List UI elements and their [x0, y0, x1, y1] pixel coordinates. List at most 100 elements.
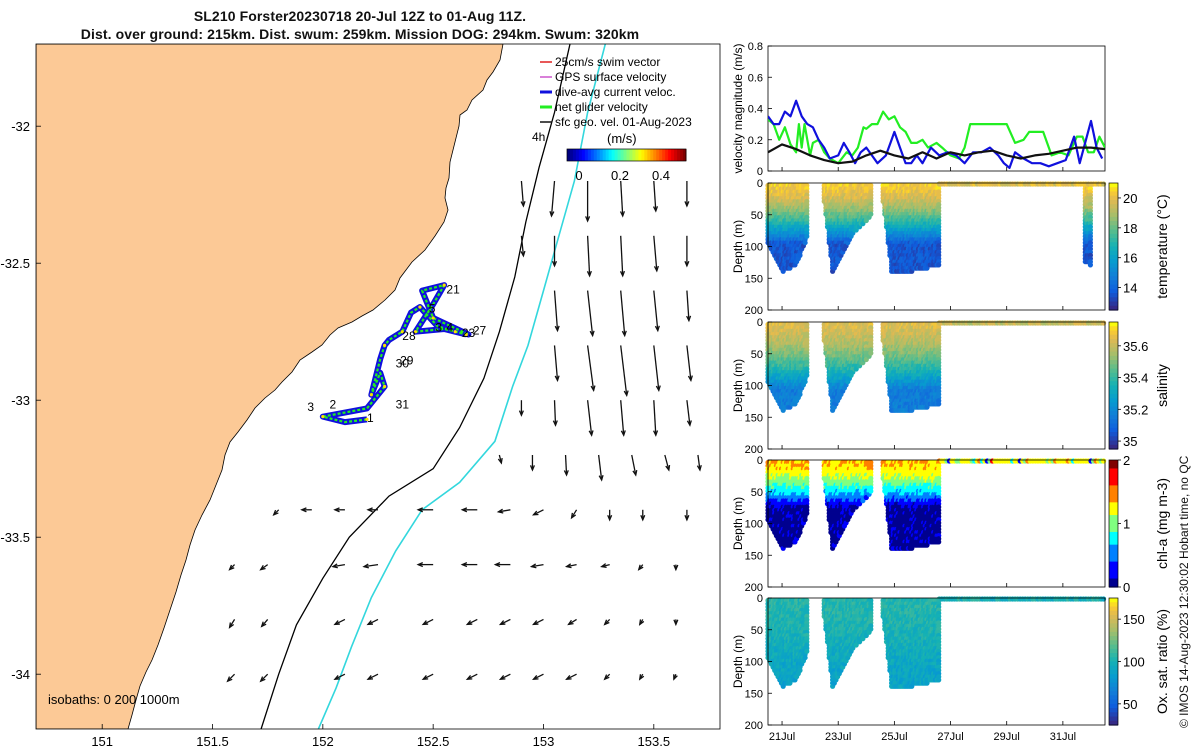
day-label: 3	[435, 321, 442, 335]
day-label: 2	[329, 397, 336, 411]
colorbar-cell	[617, 149, 622, 161]
geo-vector-head	[333, 674, 340, 680]
geo-vector	[259, 564, 269, 571]
profile-colorbar-cell	[1109, 271, 1118, 277]
geo-vector	[686, 400, 692, 427]
geo-vector	[460, 507, 478, 513]
geo-vector	[564, 563, 577, 569]
geo-vector-head	[531, 620, 539, 626]
geo-vector	[465, 673, 478, 680]
geo-vector	[529, 455, 535, 472]
geo-vector-head	[603, 674, 610, 681]
geo-vector	[333, 618, 346, 626]
map-ytick-label: -32.5	[0, 256, 30, 271]
day-label: 27	[473, 323, 487, 337]
geo-vector-head	[619, 211, 626, 218]
geo-vector	[497, 454, 503, 465]
geo-vector	[552, 400, 558, 427]
geo-vector-head	[632, 469, 638, 477]
geo-vector-shaft	[686, 400, 691, 426]
colorbar-cell	[578, 149, 583, 161]
map-legend: 25cm/s swim vector GPS surface velocity …	[532, 55, 692, 183]
geo-vector-head	[259, 564, 266, 571]
profile-ytick-label: 50	[751, 210, 763, 222]
profile-colorbar-cell	[1109, 229, 1118, 235]
geo-vector-head	[552, 420, 558, 427]
profile-colorbar-cell	[1109, 254, 1118, 260]
profile-colorbar-cell	[1109, 259, 1118, 265]
profile-colorbar-cell	[1109, 343, 1118, 348]
colorbar-cell	[674, 149, 678, 161]
geo-vector-head	[564, 563, 572, 569]
geo-vector-shaft	[553, 400, 557, 426]
geo-vector-shaft	[520, 235, 525, 256]
profile-colorbar-cell	[1109, 242, 1118, 248]
profile-ytick-label: 0	[757, 178, 763, 190]
colorbar-cell	[569, 149, 574, 161]
colorbar-cell	[581, 149, 586, 161]
track-point	[400, 330, 404, 334]
geo-vector-head	[518, 410, 524, 417]
geo-vector-shaft	[332, 563, 346, 568]
geo-vector-shaft	[520, 180, 525, 207]
geo-vector	[567, 618, 577, 626]
geo-vector	[603, 673, 611, 681]
day-label: 3	[307, 400, 314, 414]
colorbar-tick-02: 0.2	[611, 168, 629, 183]
track-point	[413, 330, 418, 334]
colorbar-title: (m/s)	[607, 131, 637, 146]
geo-vector-head	[653, 430, 659, 437]
colorbar-cell	[587, 149, 592, 161]
velocity-ylabel: velocity magnitude (m/s)	[731, 43, 745, 173]
geo-vector-head	[598, 475, 604, 482]
day-label: 31	[396, 397, 410, 411]
profile-ytick-label: 150	[745, 273, 763, 285]
geo-vector	[331, 563, 346, 569]
colorbar-cell	[611, 149, 616, 161]
geo-vector-head	[300, 507, 307, 513]
day-label: 4	[446, 321, 453, 335]
geo-vector-shaft	[653, 180, 657, 212]
geo-vector-head	[228, 622, 235, 629]
profile-ytick-label: 0	[757, 317, 763, 329]
profile-dot	[802, 379, 808, 385]
geo-vector	[553, 345, 560, 383]
geo-vector-head	[497, 457, 503, 465]
geo-vector-shaft	[533, 673, 544, 680]
track-point	[464, 332, 468, 337]
profile-colorbar-cell	[1109, 334, 1118, 340]
map-xtick-label: 151	[91, 734, 113, 749]
geo-vector	[366, 673, 379, 680]
geo-vector-head	[686, 315, 692, 323]
day-label: 29	[400, 354, 414, 368]
legend-label-4h: 4h	[532, 130, 545, 144]
geo-vector-head	[589, 330, 595, 338]
geo-vector	[570, 509, 578, 520]
geo-vector-shaft	[553, 345, 559, 381]
profile-colorbar-cell	[1109, 355, 1118, 361]
profile-colorbar-cell	[1109, 212, 1118, 218]
legend-label-geo: sfc geo. vel. 01-Aug-2023	[555, 115, 692, 129]
geo-vector	[653, 345, 661, 393]
map-axis-ticks: 151 151.5 152 152.5 153 153.5-32-32.5-33-33.5…	[0, 119, 670, 749]
colorbar-frame	[566, 148, 687, 162]
profile-dot	[804, 233, 810, 239]
geo-vector-shaft	[586, 345, 595, 391]
geo-vector	[631, 454, 638, 477]
colorbar-cell	[650, 149, 654, 161]
geo-vector-head	[520, 250, 526, 258]
profile-clabel: temperature (°C)	[1154, 194, 1170, 298]
geo-vector-head	[226, 676, 233, 683]
geo-vector-head	[684, 260, 690, 268]
profile-ytick-label: 100	[745, 242, 763, 254]
geo-vector	[260, 618, 269, 628]
geo-vector	[529, 563, 544, 569]
geo-vector	[586, 290, 595, 338]
profile-colorbar-cell	[1109, 398, 1118, 404]
track-net-glider	[321, 284, 470, 424]
profile-colorbar-cell	[1109, 326, 1118, 332]
profile-colorbar-cell	[1109, 183, 1118, 188]
profile-colorbar-cell	[1109, 338, 1118, 344]
geo-vector-head	[465, 620, 473, 626]
geo-vector	[684, 181, 690, 208]
